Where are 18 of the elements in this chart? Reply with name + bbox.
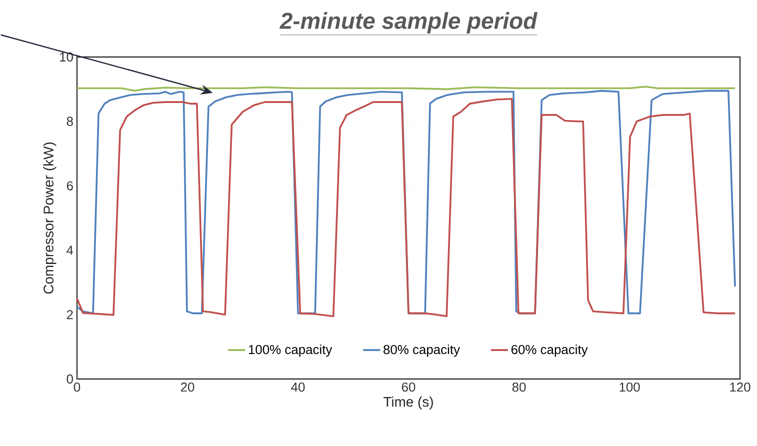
y-tick-label: 8 — [66, 116, 73, 126]
chart-title: 2-minute sample period — [280, 12, 538, 34]
y-tick-label: 2 — [66, 310, 73, 320]
y-tick-label: 4 — [66, 246, 74, 255]
x-tick-label: 120 — [730, 382, 750, 392]
x-tick-label: 80 — [512, 382, 526, 392]
x-tick-label: 40 — [291, 382, 305, 392]
legend-label: 100% capacity — [248, 344, 332, 357]
legend-label: 80% capacity — [384, 344, 460, 357]
y-tick-label: 6 — [66, 181, 73, 190]
x-axis-title: Time (s) — [384, 396, 433, 410]
x-tick-label: 0 — [74, 382, 80, 392]
x-tick-label: 60 — [402, 382, 416, 392]
y-tick-label: 0 — [66, 374, 73, 384]
y-axis-title: Compressor Power (kW) — [43, 142, 56, 294]
legend-label: 60% capacity — [511, 344, 588, 357]
x-tick-label: 100 — [620, 382, 640, 392]
x-tick-label: 20 — [180, 382, 194, 392]
